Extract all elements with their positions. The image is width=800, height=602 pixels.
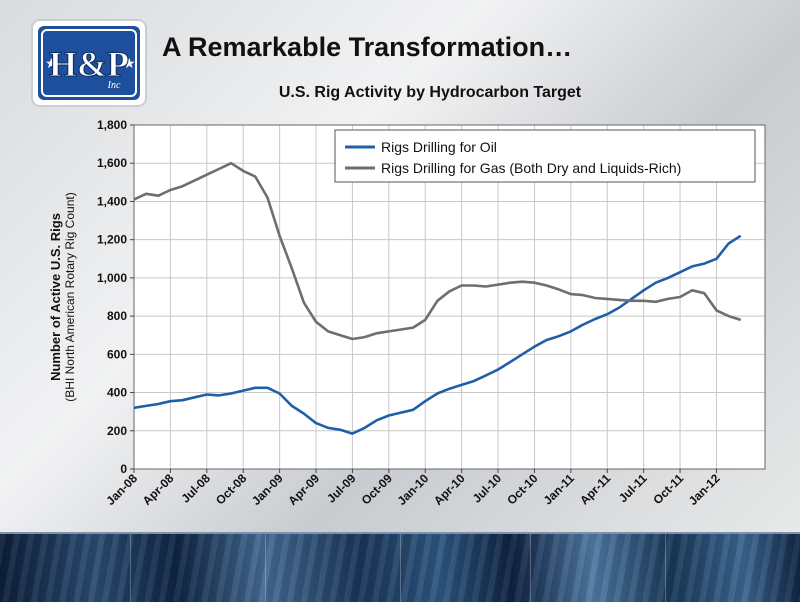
oil-rigs-line: [133, 234, 742, 435]
x-tick-label: Jul-08: [179, 471, 214, 506]
photo-banner: [0, 532, 800, 602]
x-tick-label: Jul-11: [616, 471, 650, 505]
x-tick-label: Jan-12: [686, 471, 723, 508]
y-tick-label: 400: [107, 386, 127, 400]
legend-box: [334, 129, 756, 183]
legend-label: Rigs Drilling for Oil: [381, 139, 497, 155]
x-tick-label: Jul-10: [470, 471, 505, 506]
y-tick-label: 800: [107, 309, 127, 323]
logo-star-left-icon: ★: [45, 55, 58, 71]
hp-logo: ★ ★ H&P Inc: [31, 19, 147, 107]
legend: Rigs Drilling for Oil Rigs Drilling for G…: [334, 129, 756, 183]
y-tick-label: 1,600: [97, 156, 127, 170]
plot-area: [133, 124, 766, 470]
y-tick-label: 1,400: [97, 194, 127, 208]
slide-title: A Remarkable Transformation…: [162, 32, 573, 62]
x-tick-label: Apr-09: [285, 471, 322, 508]
x-tick-label: Apr-11: [577, 471, 614, 508]
x-tick-label: Oct-08: [213, 471, 250, 508]
y-axis-label: Number of Active U.S. Rigs: [48, 213, 63, 381]
rig-activity-chart: 0 200 400 600 800 1,000 1,200 1,400 1,600 1,800 J…: [48, 118, 766, 508]
y-tick-label: 200: [107, 424, 127, 438]
y-tick-label: 600: [107, 347, 127, 361]
logo-star-right-icon: ★: [123, 55, 136, 71]
y-tick-label: 0: [120, 462, 127, 476]
x-tick-label: Apr-08: [140, 471, 177, 508]
y-tick-label: 1,800: [97, 118, 127, 132]
x-tick-label: Oct-09: [359, 471, 396, 508]
logo-suffix: Inc: [107, 80, 121, 91]
y-tick-label: 1,200: [97, 233, 127, 247]
chart-title: U.S. Rig Activity by Hydrocarbon Target: [278, 84, 582, 101]
x-tick-label: Jan-11: [541, 471, 578, 508]
legend-label: Rigs Drilling for Gas (Both Dry and Liqu…: [381, 160, 681, 176]
y-axis-ticks: 0 200 400 600 800 1,000 1,200 1,400 1,600 1,800: [97, 118, 134, 476]
x-tick-label: Jul-09: [324, 471, 359, 506]
gas-rigs-line: [133, 161, 742, 341]
x-tick-label: Apr-10: [431, 471, 468, 508]
x-tick-label: Oct-10: [504, 471, 541, 508]
y-axis-sublabel: (BHI North American Rotary Rig Count): [63, 192, 77, 401]
x-tick-label: Oct-11: [650, 471, 686, 507]
x-tick-label: Jan-09: [249, 471, 286, 508]
y-tick-label: 1,000: [97, 271, 127, 285]
x-tick-label: Jan-08: [103, 471, 140, 508]
x-tick-label: Jan-10: [395, 471, 432, 508]
logo-text: H&P: [49, 44, 129, 84]
x-axis-ticks: Jan-08 Apr-08 Jul-08 Oct-08 Jan-09 Apr-09 Jul-…: [103, 469, 723, 508]
series-lines: [133, 161, 742, 435]
